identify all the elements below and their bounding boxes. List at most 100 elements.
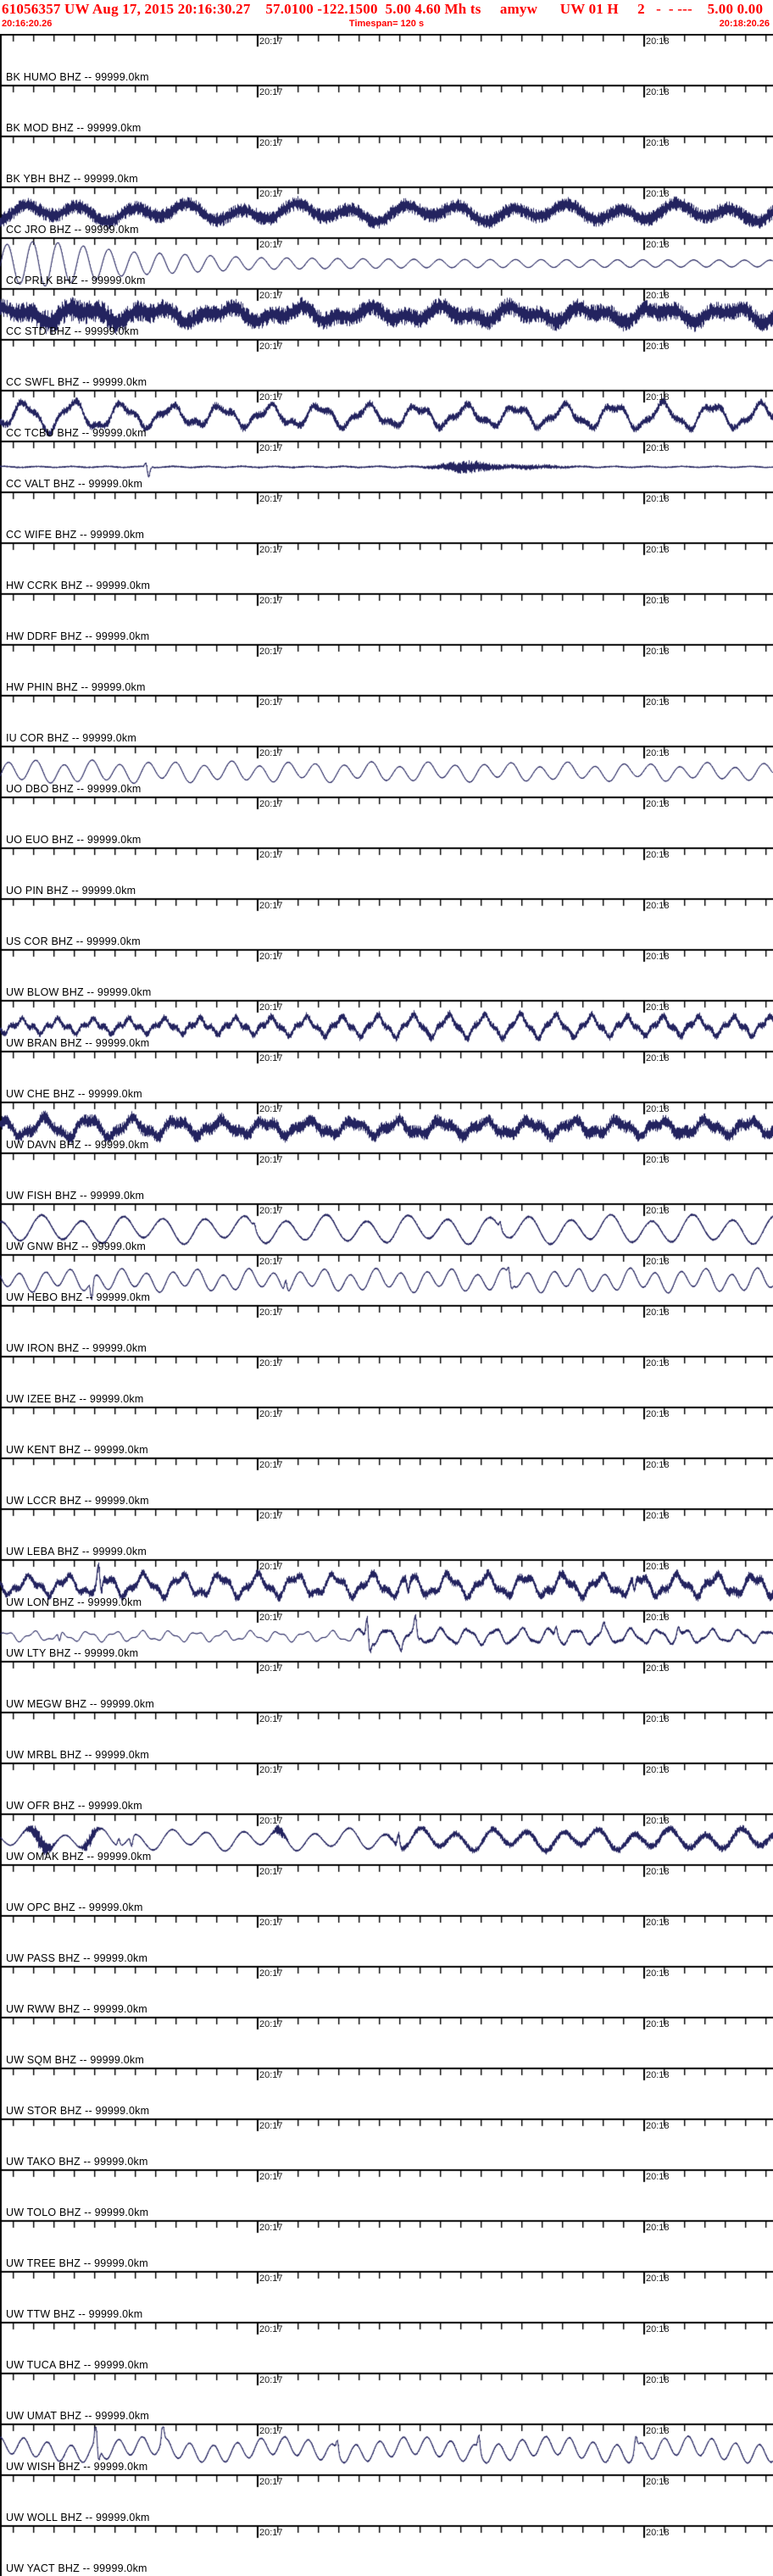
- trace-label: UW GNW BHZ -- 99999.0km: [6, 1241, 147, 1252]
- time-label: 20:17: [259, 1511, 283, 1521]
- trace-row: 20:17 20:18 CC JRO BHZ -- 99999.0km: [0, 186, 773, 237]
- trace-label: UW IRON BHZ -- 99999.0km: [6, 1342, 147, 1354]
- time-label: 20:18: [646, 1307, 670, 1318]
- trace-row: 20:17 20:18 UO EUO BHZ -- 99999.0km: [0, 797, 773, 847]
- time-label: 20:17: [259, 341, 283, 352]
- time-label: 20:17: [259, 2375, 283, 2385]
- trace-row: 20:17 20:18 UW SQM BHZ -- 99999.0km: [0, 2017, 773, 2068]
- time-label: 20:17: [259, 2426, 283, 2436]
- time-label: 20:18: [646, 697, 670, 708]
- trace-row: 20:17 20:18 UO PIN BHZ -- 99999.0km: [0, 847, 773, 898]
- trace-label: UO PIN BHZ -- 99999.0km: [6, 885, 136, 897]
- time-label: 20:18: [646, 1968, 670, 1979]
- time-label: 20:18: [646, 1104, 670, 1114]
- trace-row: 20:17 20:18 UW TOLO BHZ -- 99999.0km: [0, 2169, 773, 2220]
- trace-label: UW TAKO BHZ -- 99999.0km: [6, 2156, 148, 2168]
- trace-label: CC PRLK BHZ -- 99999.0km: [6, 275, 146, 286]
- time-label: 20:17: [259, 1562, 283, 1572]
- trace-row: 20:17 20:18 UW MRBL BHZ -- 99999.0km: [0, 1712, 773, 1763]
- time-label: 20:17: [259, 1155, 283, 1165]
- time-label: 20:17: [259, 291, 283, 301]
- time-label: 20:17: [259, 1307, 283, 1318]
- trace-label: UW LCCR BHZ -- 99999.0km: [6, 1495, 149, 1507]
- trace-label: CC SWFL BHZ -- 99999.0km: [6, 376, 147, 388]
- time-label: 20:18: [646, 1155, 670, 1165]
- trace-label: UW OFR BHZ -- 99999.0km: [6, 1800, 142, 1812]
- trace-label: HW CCRK BHZ -- 99999.0km: [6, 580, 151, 591]
- trace-label: US COR BHZ -- 99999.0km: [6, 935, 141, 947]
- time-label: 20:17: [259, 2324, 283, 2334]
- time-label: 20:18: [646, 1358, 670, 1368]
- time-label: 20:17: [259, 1918, 283, 1928]
- time-label: 20:18: [646, 1867, 670, 1877]
- time-label: 20:18: [646, 2273, 670, 2284]
- time-label: 20:17: [259, 138, 283, 148]
- trace-row: 20:17 20:18 UW WISH BHZ -- 99999.0km: [0, 2423, 773, 2474]
- time-label: 20:18: [646, 850, 670, 860]
- trace-row: 20:17 20:18 UW MEGW BHZ -- 99999.0km: [0, 1661, 773, 1712]
- trace-label: UW TREE BHZ -- 99999.0km: [6, 2257, 148, 2269]
- time-label: 20:17: [259, 189, 283, 199]
- trace-label: UW DAVN BHZ -- 99999.0km: [6, 1139, 149, 1151]
- time-label: 20:18: [646, 443, 670, 453]
- time-label: 20:17: [259, 1663, 283, 1674]
- trace-label: UW BRAN BHZ -- 99999.0km: [6, 1037, 150, 1049]
- time-label: 20:17: [259, 1968, 283, 1979]
- time-label: 20:17: [259, 1257, 283, 1267]
- trace-label: UW BLOW BHZ -- 99999.0km: [6, 986, 152, 998]
- time-label: 20:18: [646, 1918, 670, 1928]
- time-label: 20:17: [259, 799, 283, 809]
- trace-label: UW PASS BHZ -- 99999.0km: [6, 1952, 148, 1964]
- trace-row: 20:17 20:18 UO DBO BHZ -- 99999.0km: [0, 746, 773, 797]
- time-label: 20:18: [646, 2019, 670, 2029]
- trace-label: UW IZEE BHZ -- 99999.0km: [6, 1393, 144, 1405]
- time-label: 20:18: [646, 392, 670, 402]
- trace-row: 20:17 20:18 UW GNW BHZ -- 99999.0km: [0, 1203, 773, 1254]
- time-label: 20:17: [259, 901, 283, 911]
- trace-row: 20:17 20:18 UW IZEE BHZ -- 99999.0km: [0, 1356, 773, 1407]
- time-label: 20:17: [259, 850, 283, 860]
- trace-label: CC WIFE BHZ -- 99999.0km: [6, 529, 145, 541]
- time-label: 20:17: [259, 443, 283, 453]
- trace-row: 20:17 20:18 BK MOD BHZ -- 99999.0km: [0, 85, 773, 136]
- time-label: 20:18: [646, 1002, 670, 1013]
- trace-label: UW WOLL BHZ -- 99999.0km: [6, 2512, 150, 2523]
- time-label: 20:18: [646, 1816, 670, 1826]
- time-label: 20:17: [259, 1002, 283, 1013]
- timespan-label: Timespan= 120 s: [348, 19, 425, 29]
- time-label: 20:17: [259, 1104, 283, 1114]
- trace-label: UW RWW BHZ -- 99999.0km: [6, 2003, 147, 2015]
- trace-row: 20:17 20:18 UW FISH BHZ -- 99999.0km: [0, 1152, 773, 1203]
- time-label: 20:18: [646, 291, 670, 301]
- time-label: 20:18: [646, 240, 670, 250]
- trace-row: 20:17 20:18 UW LEBA BHZ -- 99999.0km: [0, 1508, 773, 1559]
- trace-label: CC STD BHZ -- 99999.0km: [6, 325, 139, 337]
- trace-label: UW STOR BHZ -- 99999.0km: [6, 2105, 150, 2117]
- trace-row: 20:17 20:18 UW LCCR BHZ -- 99999.0km: [0, 1457, 773, 1508]
- time-label: 20:18: [646, 2070, 670, 2080]
- trace-row: 20:17 20:18 UW OPC BHZ -- 99999.0km: [0, 1864, 773, 1915]
- trace-label: CC JRO BHZ -- 99999.0km: [6, 224, 139, 236]
- trace-label: UW WISH BHZ -- 99999.0km: [6, 2461, 148, 2473]
- trace-row: 20:17 20:18 CC STD BHZ -- 99999.0km: [0, 288, 773, 339]
- time-label: 20:17: [259, 748, 283, 758]
- window-end-time: 20:18:20.26: [719, 19, 770, 29]
- time-label: 20:18: [646, 36, 670, 47]
- time-label: 20:17: [259, 494, 283, 504]
- window-start-time: 20:16:20.26: [2, 19, 53, 29]
- waveform-canvas[interactable]: [0, 34, 773, 2576]
- trace-label: CC VALT BHZ -- 99999.0km: [6, 478, 143, 490]
- time-label: 20:17: [259, 1206, 283, 1216]
- time-label: 20:18: [646, 2477, 670, 2487]
- trace-label: HW PHIN BHZ -- 99999.0km: [6, 681, 146, 693]
- trace-label: UW YACT BHZ -- 99999.0km: [6, 2562, 147, 2574]
- time-label: 20:18: [646, 494, 670, 504]
- time-label: 20:18: [646, 1053, 670, 1063]
- trace-label: UW MRBL BHZ -- 99999.0km: [6, 1749, 149, 1761]
- trace-row: 20:17 20:18 IU COR BHZ -- 99999.0km: [0, 695, 773, 746]
- trace-row: 20:17 20:18 UW TUCA BHZ -- 99999.0km: [0, 2322, 773, 2373]
- time-label: 20:18: [646, 138, 670, 148]
- trace-label: UW HEBO BHZ -- 99999.0km: [6, 1291, 151, 1303]
- trace-label: UW SQM BHZ -- 99999.0km: [6, 2054, 144, 2066]
- trace-row: 20:17 20:18 CC TCBU BHZ -- 99999.0km: [0, 390, 773, 441]
